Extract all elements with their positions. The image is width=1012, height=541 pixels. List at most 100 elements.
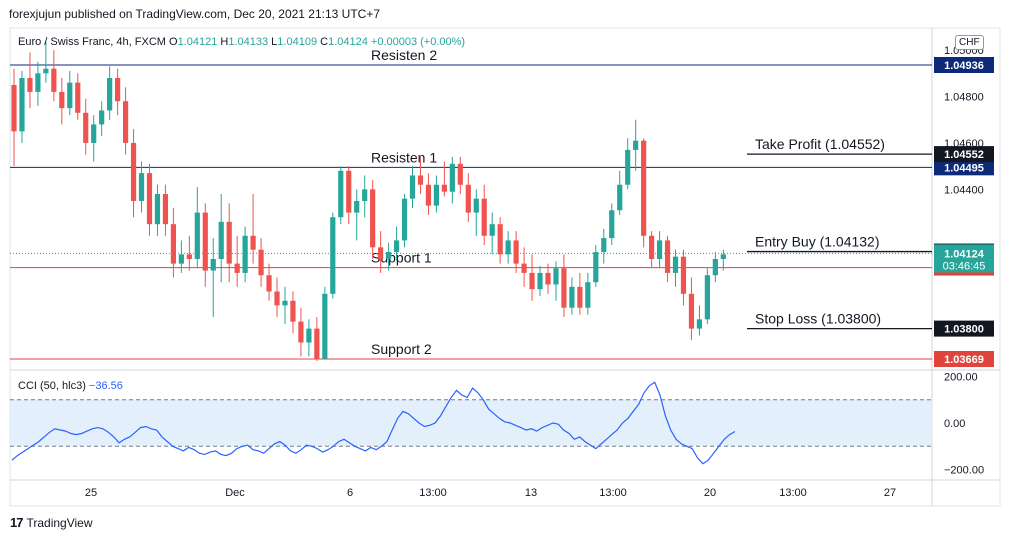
candle-body [354, 200, 360, 213]
candle-body [672, 256, 679, 273]
cci-band [10, 399, 932, 447]
candle-body [258, 249, 264, 276]
candle-body [346, 170, 352, 213]
candle-body [585, 282, 591, 308]
candle-body [314, 328, 320, 359]
time-tick-label: Dec [225, 487, 245, 499]
candle-body [545, 272, 551, 285]
candle-body [51, 68, 57, 92]
last-price-tag: 1.04124 [944, 248, 985, 260]
low-value: 1.04109 [277, 36, 318, 48]
candle-body [649, 235, 655, 259]
candle-body [393, 240, 400, 253]
candle-body [146, 173, 153, 225]
trade-tag-0-bg [934, 146, 994, 163]
candle-body [457, 163, 463, 185]
candle-body [19, 77, 25, 132]
candle-body [186, 254, 192, 259]
cci-tick-label: −200.00 [944, 465, 984, 477]
candle-body [641, 140, 647, 236]
publish-info: forexjujun published on TradingView.com,… [9, 7, 381, 21]
price-tick-label: 1.04400 [944, 184, 984, 196]
time-tick-label: 13:00 [779, 487, 807, 499]
candle-body [370, 189, 376, 248]
candle-body [425, 184, 432, 206]
candle-body [720, 254, 726, 259]
candle-body [385, 252, 392, 259]
candle-body [266, 275, 272, 292]
indicator-value: −36.56 [88, 380, 123, 392]
candle-body [633, 140, 639, 150]
candle-body [91, 124, 97, 143]
candle-body [433, 184, 440, 206]
candle-body [625, 149, 631, 185]
open-value: 1.04121 [177, 36, 218, 48]
candle-body [521, 263, 527, 273]
open-label: O [169, 36, 178, 48]
indicator-legend: CCI (50, hlc3) −36.56 [18, 380, 123, 392]
candle-body [513, 240, 519, 264]
footer-brand[interactable]: 17 TradingView [10, 515, 93, 530]
candle-body [529, 272, 535, 290]
candle-body [99, 110, 105, 125]
cci-line [11, 381, 736, 465]
candle-body [194, 212, 200, 259]
level-tag-3: 1.03669 [944, 354, 984, 366]
candle-body [378, 247, 384, 259]
candle-body [664, 240, 671, 273]
candle-body [122, 101, 129, 143]
candle-body [680, 256, 687, 294]
candle-body [362, 189, 368, 201]
candle-body [170, 224, 176, 264]
candle-body [465, 184, 471, 213]
candle-body [35, 73, 41, 92]
candle-body [537, 272, 543, 290]
candle-body [282, 300, 288, 306]
candle-body [601, 238, 607, 253]
candle-body [449, 163, 455, 192]
chart-frame [9, 27, 1001, 507]
candle-body [569, 286, 575, 308]
level-label-3: Support 2 [371, 341, 432, 357]
candle-body [274, 291, 280, 306]
price-tick-label: 1.04800 [944, 92, 984, 104]
trade-tag-0: 1.04552 [944, 149, 984, 161]
candle-body [401, 198, 408, 241]
currency-badge[interactable]: CHF [955, 35, 984, 50]
high-value: 1.04133 [228, 36, 269, 48]
candle-body [481, 198, 487, 236]
brand-label: TradingView [26, 515, 93, 530]
candle-body [441, 184, 447, 192]
candle-body [593, 252, 599, 283]
tradingview-logo-icon: 17 [10, 515, 24, 530]
candle-body [577, 286, 583, 308]
time-tick-label: 13:00 [599, 487, 627, 499]
time-tick-label: 13:00 [419, 487, 447, 499]
candle-body [115, 77, 121, 102]
candle-body [83, 112, 89, 143]
time-tick-label: 27 [884, 487, 896, 499]
change-value: +0.00003 (+0.00%) [370, 36, 466, 48]
high-label: H [220, 36, 229, 48]
candle-body [409, 175, 416, 199]
candle-body [330, 217, 336, 294]
candle-body [218, 221, 224, 259]
candle-body [553, 268, 559, 285]
trade-tag-2-bg [934, 320, 994, 337]
candle-body [688, 293, 695, 329]
candle-body [27, 77, 33, 92]
trade-label-2: Stop Loss (1.03800) [755, 311, 881, 327]
indicator-label: CCI (50, hlc3) [18, 380, 86, 392]
candle-body [226, 221, 232, 264]
trade-label-1: Entry Buy (1.04132) [755, 234, 880, 250]
candle-body [75, 82, 81, 113]
candle-body [696, 319, 703, 329]
candle-body [210, 258, 216, 271]
candle-body [107, 77, 113, 111]
low-label: L [271, 36, 278, 48]
candle-body [130, 142, 137, 201]
candle-body [298, 321, 304, 343]
level-tag-0-bg [934, 57, 994, 73]
candle-body [656, 240, 663, 259]
